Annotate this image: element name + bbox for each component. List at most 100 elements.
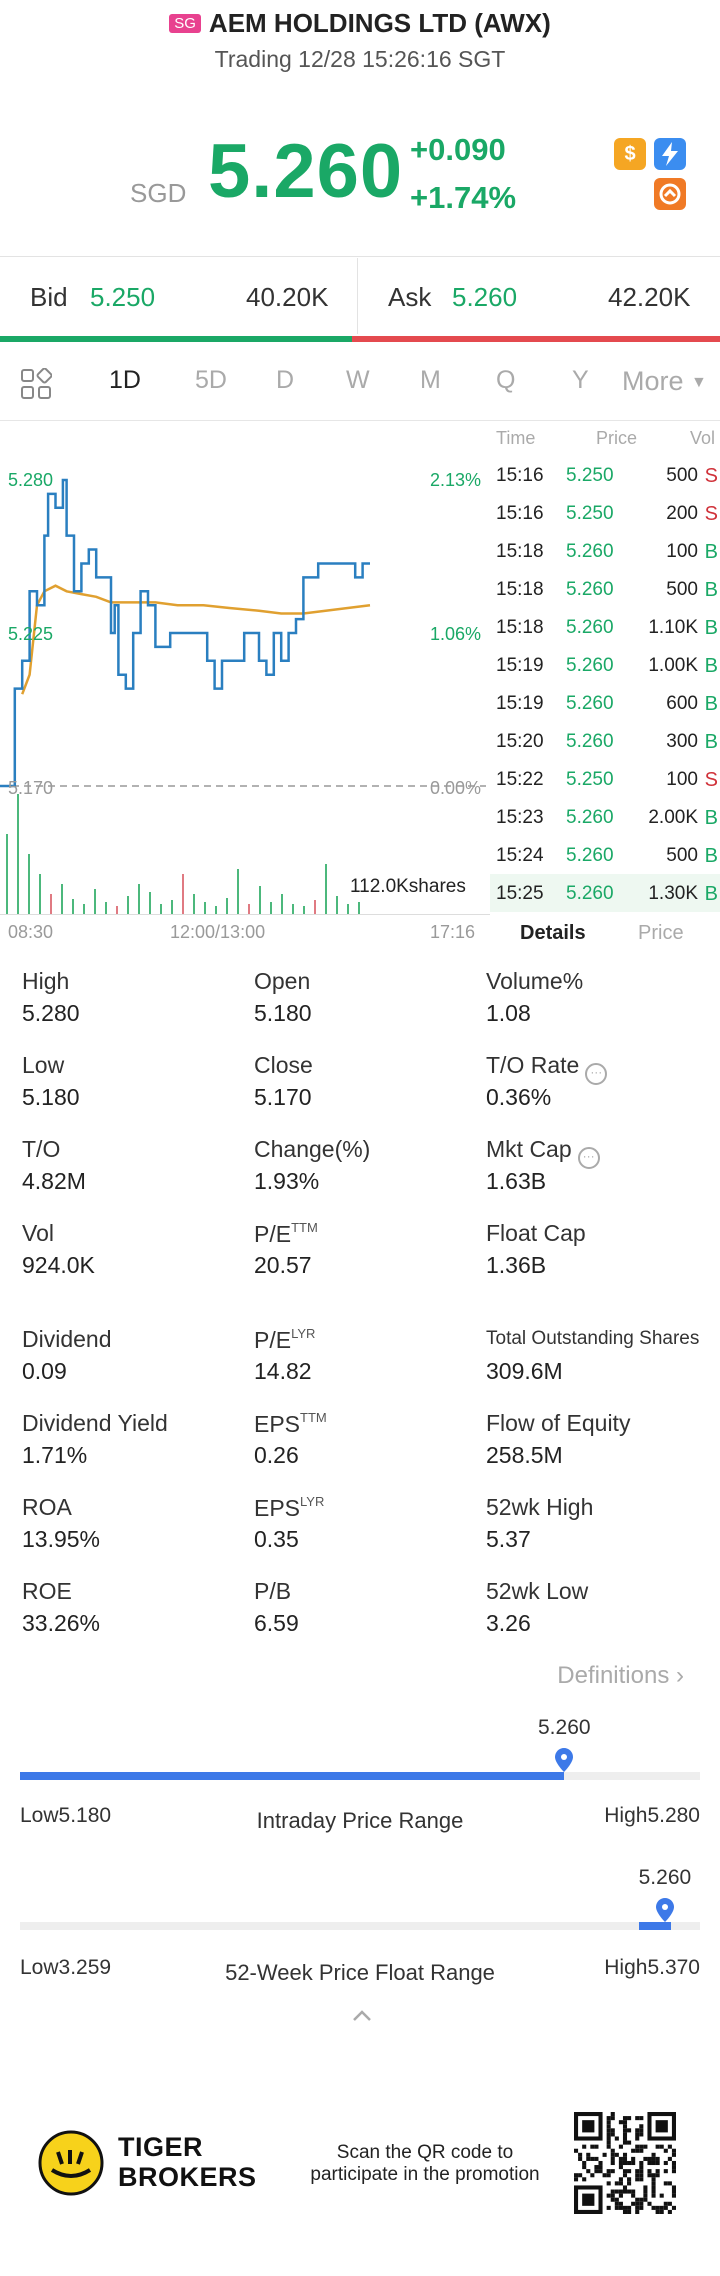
volume-bar: [182, 874, 184, 914]
trade-volume: 100: [666, 769, 698, 790]
stat-changepct-value: 1.93%: [254, 1168, 320, 1194]
market-badge: SG: [169, 14, 201, 33]
volume-bar: [72, 899, 74, 914]
trade-side: B: [704, 579, 718, 601]
tab-more[interactable]: More ▼: [622, 366, 707, 397]
volume-bar: [259, 886, 261, 914]
table-row: 15:23 5.260 2.00K B: [490, 798, 720, 836]
tab-d[interactable]: D: [276, 366, 295, 394]
chevron-right-icon: ›: [676, 1662, 684, 1689]
intraday-current-value: 5.260: [538, 1716, 591, 1739]
qr-code-icon[interactable]: [574, 2112, 676, 2214]
tab-q[interactable]: Q: [496, 366, 516, 394]
stock-title: SG AEM HOLDINGS LTD (AWX): [0, 8, 720, 39]
table-row: 15:22 5.250 100 S: [490, 760, 720, 798]
volume-bar: [127, 896, 129, 914]
tab-5d[interactable]: 5D: [195, 366, 227, 394]
tab-details[interactable]: Details: [520, 922, 586, 944]
trade-volume: 500: [666, 465, 698, 486]
stat-close-value: 5.170: [254, 1084, 312, 1110]
trade-time: 15:23: [496, 807, 544, 828]
stat-52wkl-value: 3.26: [486, 1610, 531, 1636]
table-row: 15:16 5.250 200 S: [490, 494, 720, 532]
table-row: 15:18 5.260 100 B: [490, 532, 720, 570]
options-icon[interactable]: [654, 178, 686, 210]
stat-foe-value: 258.5M: [486, 1442, 563, 1468]
intraday-range-fill: [20, 1772, 564, 1780]
volume-bar: [347, 904, 349, 914]
trade-volume: 1.30K: [648, 883, 698, 904]
x-axis-start: 08:30: [8, 922, 54, 942]
stat-epsttm-sup: TTM: [300, 1410, 327, 1425]
stat-pelyr-value: 14.82: [254, 1358, 312, 1384]
price-change-percent: +1.74%: [410, 180, 517, 215]
trades-header-time: Time: [496, 428, 536, 448]
trade-volume: 500: [666, 579, 698, 600]
week52-low: Low3.259: [20, 1956, 112, 1979]
last-price: 5.260: [208, 129, 404, 214]
x-axis-end: 17:16: [430, 922, 476, 942]
trade-time: 15:16: [496, 465, 544, 486]
y-axis-low: 5.170: [8, 778, 54, 798]
volume-bar: [116, 906, 118, 914]
trade-price: 5.250: [566, 465, 614, 486]
definitions-link[interactable]: Definitions ›: [557, 1662, 684, 1690]
table-row: 15:20 5.260 300 B: [490, 722, 720, 760]
price-line: [0, 478, 370, 788]
stat-roa-label: ROA: [22, 1494, 72, 1520]
location-pin-icon: [655, 1898, 674, 1922]
volume-label: 112.0Kshares: [350, 876, 466, 897]
trade-time: 15:16: [496, 503, 544, 524]
volume-bar: [193, 894, 195, 914]
volume-bar: [17, 794, 19, 914]
price-change: +0.090: [410, 132, 506, 167]
table-row: 15:25 5.260 1.30K B: [490, 874, 720, 912]
divider: [357, 258, 358, 334]
tab-price[interactable]: Price: [638, 922, 684, 944]
dollar-icon[interactable]: $: [614, 138, 646, 170]
intraday-range-label: Intraday Price Range: [256, 1808, 464, 1833]
trade-volume: 100: [666, 541, 698, 562]
brand-line-2: BROKERS: [118, 2162, 257, 2192]
trade-price: 5.260: [566, 845, 614, 866]
more-info-icon[interactable]: ···: [577, 1147, 600, 1169]
tab-1d[interactable]: 1D: [109, 366, 141, 394]
volume-bar: [303, 906, 305, 914]
intraday-high: High5.280: [604, 1804, 700, 1827]
stock-name: AEM HOLDINGS LTD (AWX): [208, 8, 551, 38]
stat-torate: T/O Rate ···: [486, 1052, 608, 1085]
tab-w[interactable]: W: [346, 366, 370, 394]
volume-bar: [215, 906, 217, 914]
stat-dividend-label: Dividend: [22, 1326, 112, 1352]
volume-bar: [61, 884, 63, 914]
volume-bar: [94, 889, 96, 914]
lightning-icon[interactable]: [654, 138, 686, 170]
chevron-up-icon[interactable]: [352, 2008, 372, 2027]
tab-y[interactable]: Y: [572, 366, 589, 394]
chevron-down-icon: ▼: [691, 374, 707, 391]
volume-bar: [160, 904, 162, 914]
grid-layout-icon[interactable]: [20, 367, 53, 405]
trade-side: B: [704, 655, 718, 677]
tab-m[interactable]: M: [420, 366, 441, 394]
y-axis-high: 5.280: [8, 470, 54, 490]
table-row: 15:19 5.260 1.00K B: [490, 646, 720, 684]
trade-volume: 1.10K: [648, 617, 698, 638]
volume-bar: [6, 834, 8, 914]
trade-volume: 300: [666, 731, 698, 752]
trade-time: 15:19: [496, 693, 544, 714]
stat-open-label: Open: [254, 968, 311, 994]
week52-current-value: 5.260: [638, 1866, 692, 1889]
average-price-line: [21, 584, 371, 695]
intraday-chart[interactable]: [0, 420, 490, 920]
stat-dividend-value: 0.09: [22, 1358, 67, 1384]
volume-bar: [237, 869, 239, 914]
stat-to-label: T/O: [22, 1136, 61, 1162]
stat-mktcap: Mkt Cap ···: [486, 1136, 600, 1169]
trades-header-vol: Vol: [690, 428, 716, 448]
more-info-icon[interactable]: ···: [585, 1063, 608, 1085]
divider: [0, 256, 720, 257]
trade-side: B: [704, 731, 718, 753]
currency-label: SGD: [130, 178, 187, 208]
trade-volume: 1.00K: [648, 655, 698, 676]
